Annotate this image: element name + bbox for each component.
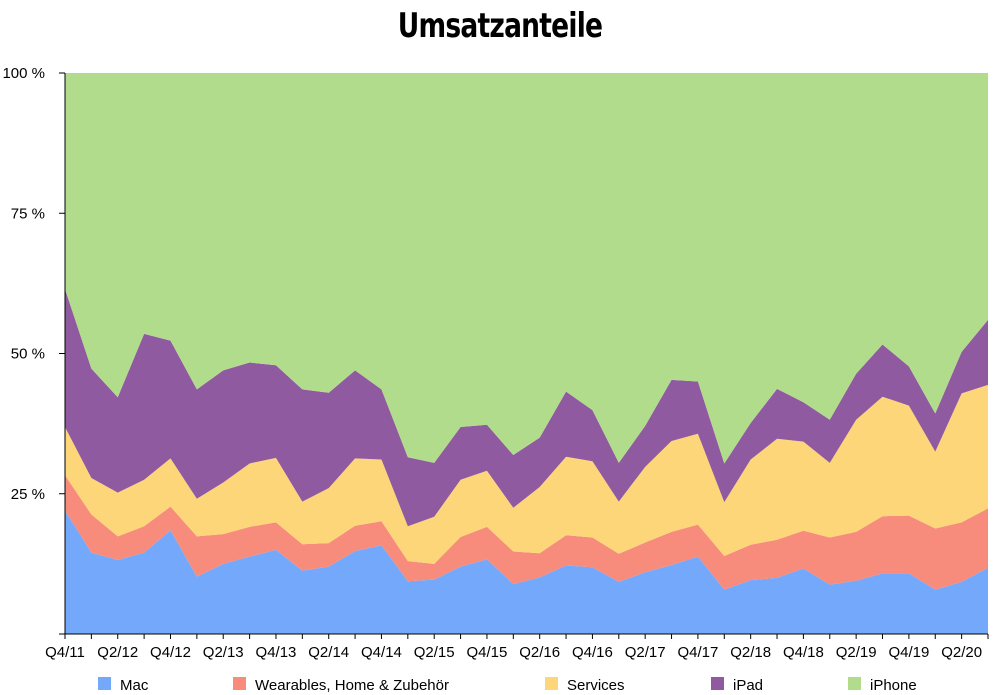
chart-title: Umsatzanteile — [397, 6, 603, 46]
legend-swatch-ipad — [711, 677, 724, 690]
legend-swatch-mac — [98, 677, 111, 690]
legend-swatch-wearables-home-zubeh-r — [233, 677, 246, 690]
x-tick-label: Q2/16 — [519, 644, 560, 661]
legend-label-iphone: iPhone — [870, 677, 917, 694]
y-tick-label: 75 % — [11, 205, 45, 222]
legend-label-services: Services — [567, 677, 625, 694]
x-tick-label: Q4/19 — [888, 644, 929, 661]
x-tick-label: Q2/12 — [97, 644, 138, 661]
x-tick-label: Q4/16 — [572, 644, 613, 661]
x-tick-label: Q4/15 — [467, 644, 508, 661]
y-tick-label: 25 % — [11, 486, 45, 503]
series-area-wearables-home-zubeh-r — [65, 475, 988, 590]
x-tick-label: Q2/17 — [625, 644, 666, 661]
legend-label-ipad: iPad — [733, 677, 763, 694]
x-tick-label: Q4/17 — [677, 644, 718, 661]
x-tick-label: Q4/13 — [256, 644, 297, 661]
y-tick-label: 50 % — [11, 346, 45, 363]
x-tick-label: Q4/11 — [45, 644, 85, 661]
legend-label-wearables-home-zubeh-r: Wearables, Home & Zubehör — [255, 677, 449, 694]
x-tick-label: Q2/14 — [308, 644, 349, 661]
legend-label-mac: Mac — [120, 677, 149, 694]
series-area-iphone — [65, 73, 988, 464]
x-tick-label: Q4/18 — [783, 644, 824, 661]
x-tick-label: Q4/14 — [361, 644, 402, 661]
legend-swatch-iphone — [848, 677, 861, 690]
x-tick-label: Q4/12 — [150, 644, 191, 661]
x-tick-label: Q2/20 — [941, 644, 982, 661]
legend-swatch-services — [545, 677, 558, 690]
y-tick-label: 100 % — [2, 65, 45, 82]
series-area-mac — [65, 510, 988, 634]
series-area-services — [65, 384, 988, 564]
x-tick-label: Q2/13 — [203, 644, 244, 661]
x-tick-label: Q2/18 — [730, 644, 771, 661]
x-tick-label: Q2/15 — [414, 644, 455, 661]
series-area-ipad — [65, 288, 988, 527]
x-tick-label: Q2/19 — [836, 644, 877, 661]
